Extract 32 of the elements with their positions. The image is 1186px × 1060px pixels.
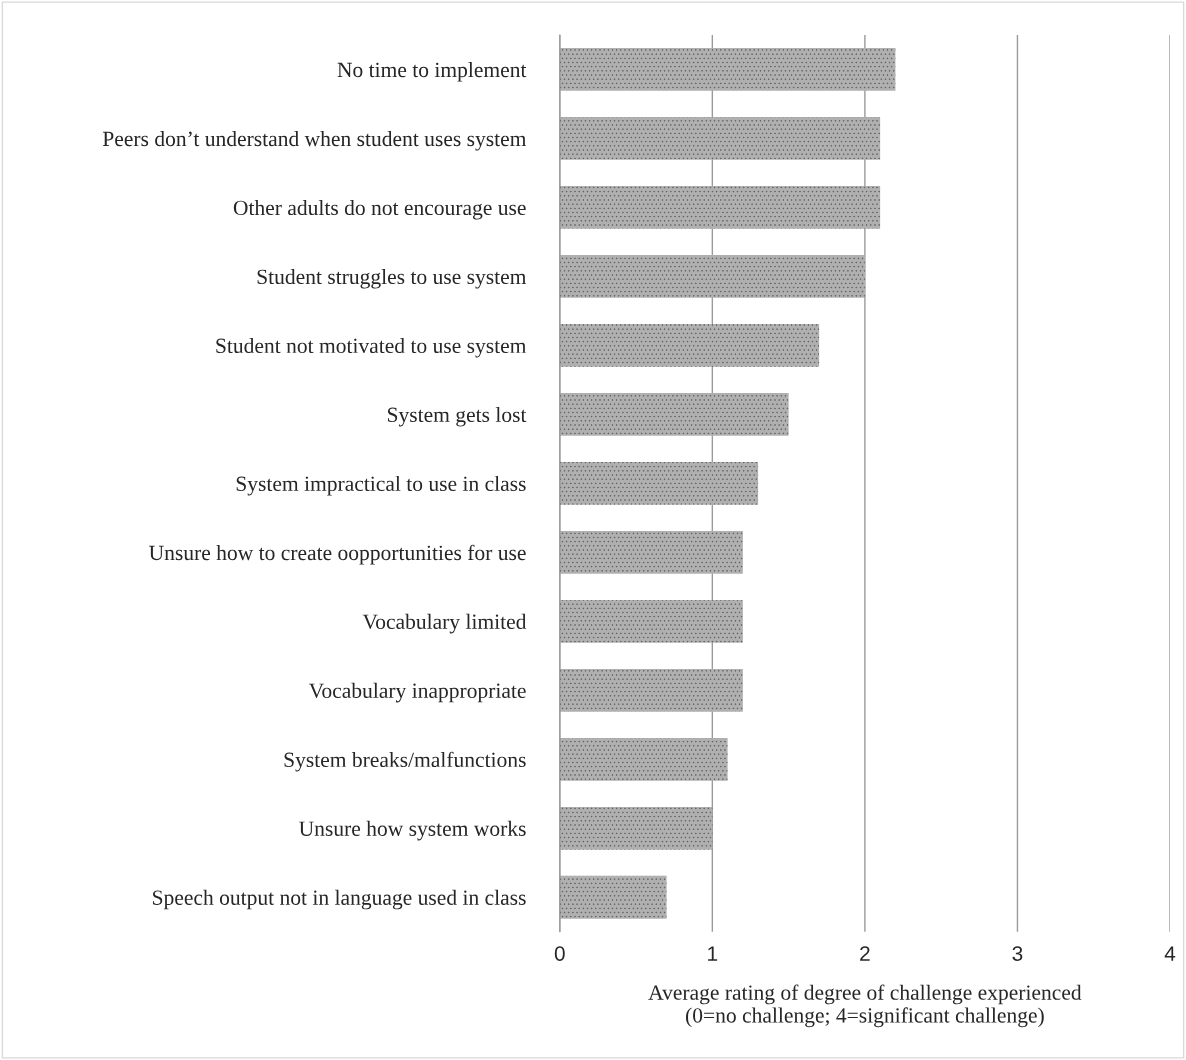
bar (559, 806, 713, 850)
bar (559, 530, 743, 574)
x-tick-label: 0 (554, 946, 565, 961)
y-tick-label: Peers don’t understand when student uses system (102, 130, 527, 151)
y-tick-label: Unsure how system works (299, 820, 526, 841)
bar (559, 461, 759, 505)
y-tick-label: Student struggles to use system (257, 268, 527, 289)
y-tick-label: Vocabulary inappropriate (308, 682, 526, 703)
y-tick-label: Speech output not in language used in class (153, 889, 526, 910)
bar (559, 875, 667, 919)
bar (559, 668, 743, 712)
x-axis-title: Average rating of degree of challenge experienced (0=no challenge; 4=significant challenge) (648, 984, 1082, 1028)
x-tick-label: 2 (860, 946, 870, 961)
y-tick-label: Unsure how to create oopportunities for use (149, 544, 526, 565)
x-tick-label: 4 (1164, 946, 1176, 961)
y-tick-label: Vocabulary limited (362, 613, 527, 634)
bar (559, 186, 881, 229)
y-tick-label: No time to implement (337, 62, 527, 82)
y-tick-label: Student not motivated to use system (216, 337, 527, 358)
bar (559, 48, 896, 91)
bar (559, 324, 820, 367)
x-tick-label: 1 (708, 946, 718, 961)
bar (559, 117, 881, 160)
x-tick-label: 3 (1012, 946, 1023, 961)
y-tick-label: System impractical to use in class (236, 475, 526, 496)
y-tick-label: System gets lost (387, 406, 527, 427)
y-tick-label: System breaks/malfunctions (284, 751, 526, 772)
y-tick-label: Other adults do not encourage use (233, 199, 526, 220)
bar (559, 599, 743, 643)
bar (559, 255, 865, 298)
bar (559, 392, 789, 436)
bar (559, 737, 728, 781)
